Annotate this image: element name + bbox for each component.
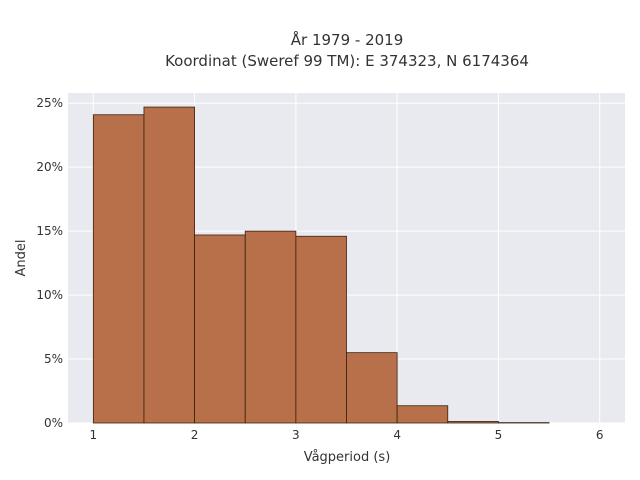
y-tick-labels: 0% 5% 10% 15% 20% 25% xyxy=(36,96,63,430)
histogram-bar-1 xyxy=(143,106,195,424)
chart-title-line2: Koordinat (Sweref 99 TM): E 374323, N 61… xyxy=(165,52,529,70)
x-tick-label-1: 2 xyxy=(191,428,199,442)
x-tick-label-3: 4 xyxy=(393,428,401,442)
y-tick-label-4: 20% xyxy=(36,160,63,174)
histogram-bar-7 xyxy=(447,421,499,424)
x-tick-label-2: 3 xyxy=(292,428,300,442)
y-tick-label-2: 10% xyxy=(36,288,63,302)
histogram-bar-3 xyxy=(244,230,297,424)
histogram-bar-6 xyxy=(396,405,449,424)
histogram-bar-0 xyxy=(92,114,145,424)
x-tick-label-0: 1 xyxy=(89,428,97,442)
y-tick-label-0: 0% xyxy=(44,416,63,430)
y-tick-label-1: 5% xyxy=(44,352,63,366)
chart-title-line1: År 1979 - 2019 xyxy=(291,30,404,49)
histogram-bars xyxy=(92,106,550,424)
x-tick-label-4: 5 xyxy=(495,428,503,442)
x-axis-label: Vågperiod (s) xyxy=(304,450,391,465)
y-tick-label-5: 25% xyxy=(36,96,63,110)
y-axis-label: Andel xyxy=(14,240,29,277)
y-tick-label-3: 15% xyxy=(36,224,63,238)
histogram-bar-2 xyxy=(194,234,246,424)
histogram-bar-4 xyxy=(295,235,347,424)
histogram-bar-5 xyxy=(346,352,398,424)
x-tick-label-5: 6 xyxy=(596,428,604,442)
x-tick-labels: 1 2 3 4 5 6 xyxy=(89,428,603,442)
